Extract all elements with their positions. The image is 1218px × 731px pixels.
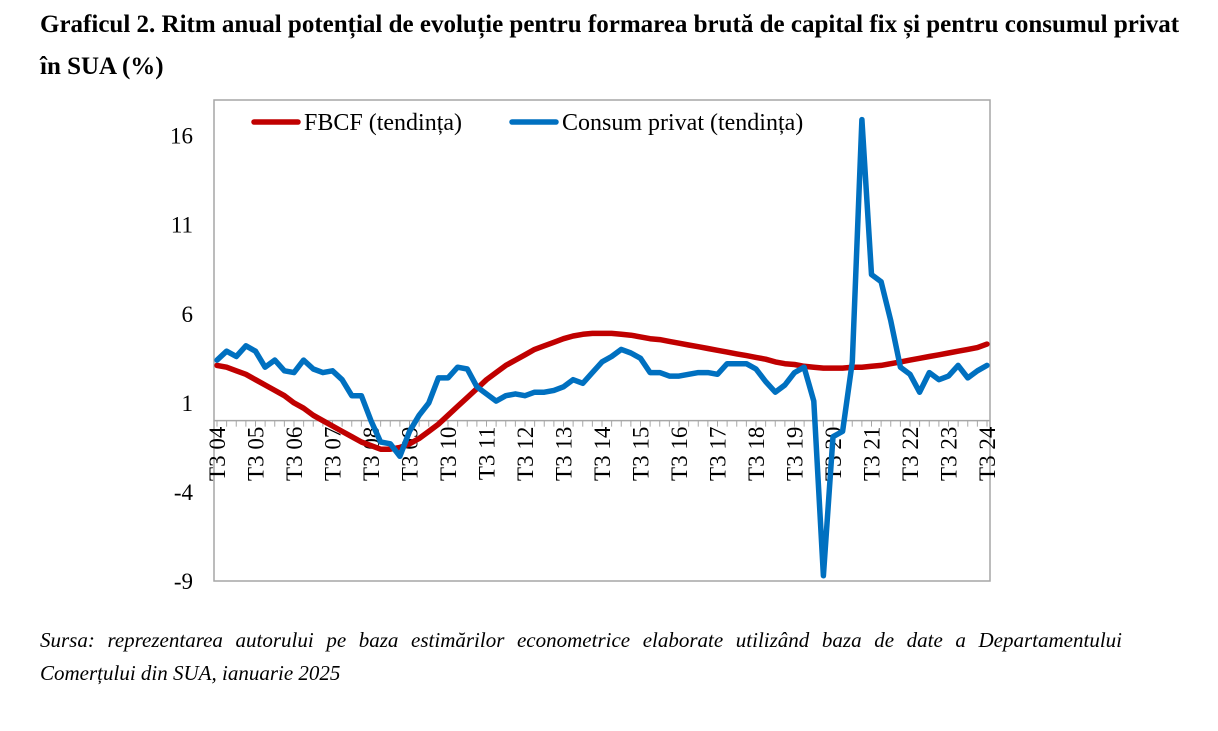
series-line-consum-privat [214, 116, 990, 579]
x-axis: T3 04 T3 05 T3 06 T3 07 T3 08 T3 09 T3 10 T3 11… [205, 420, 1000, 481]
x-tick-label: T3 05 [244, 427, 269, 481]
series-layer [214, 116, 990, 579]
x-tick-label: T3 14 [590, 426, 615, 481]
x-tick-label: T3 22 [898, 427, 923, 481]
y-tick-label: 11 [171, 213, 193, 238]
source-note: Sursa: reprezentarea autorului pe baza e… [40, 628, 1122, 685]
x-tick-label: T3 04 [205, 426, 230, 481]
legend-label: FBCF (tendința) [304, 110, 462, 136]
x-tick-label: T3 15 [629, 427, 654, 481]
y-tick-label: -9 [174, 569, 193, 594]
y-tick-label: -4 [174, 480, 194, 505]
x-tick-label: T3 06 [282, 427, 307, 481]
x-tick-label: T3 07 [321, 427, 346, 481]
y-tick-label: 16 [170, 124, 193, 149]
x-tick-label: T3 24 [975, 426, 1000, 481]
legend-label: Consum privat (tendința) [562, 110, 803, 136]
chart-title: Graficul 2. Ritm anual potențial de evol… [40, 11, 1180, 80]
series-line-fbcf [214, 330, 990, 452]
y-axis: 16 11 6 1 -4 -9 [170, 124, 193, 594]
x-tick-label: T3 18 [744, 427, 769, 481]
y-tick-label: 1 [182, 391, 194, 416]
x-tick-label: T3 13 [552, 427, 577, 481]
x-tick-label: T3 10 [436, 427, 461, 481]
x-tick-label: T3 12 [513, 427, 538, 481]
x-tick-label: T3 19 [783, 427, 808, 481]
x-tick-label: T3 11 [475, 427, 500, 480]
legend: FBCF (tendința) Consum privat (tendința) [251, 110, 803, 136]
x-tick-label: T3 23 [937, 427, 962, 481]
plot-area-frame [213, 99, 991, 582]
x-tick-label: T3 17 [706, 427, 731, 481]
y-tick-label: 6 [182, 302, 194, 327]
x-tick-label: T3 16 [667, 427, 692, 481]
x-tick-label: T3 21 [860, 427, 885, 481]
